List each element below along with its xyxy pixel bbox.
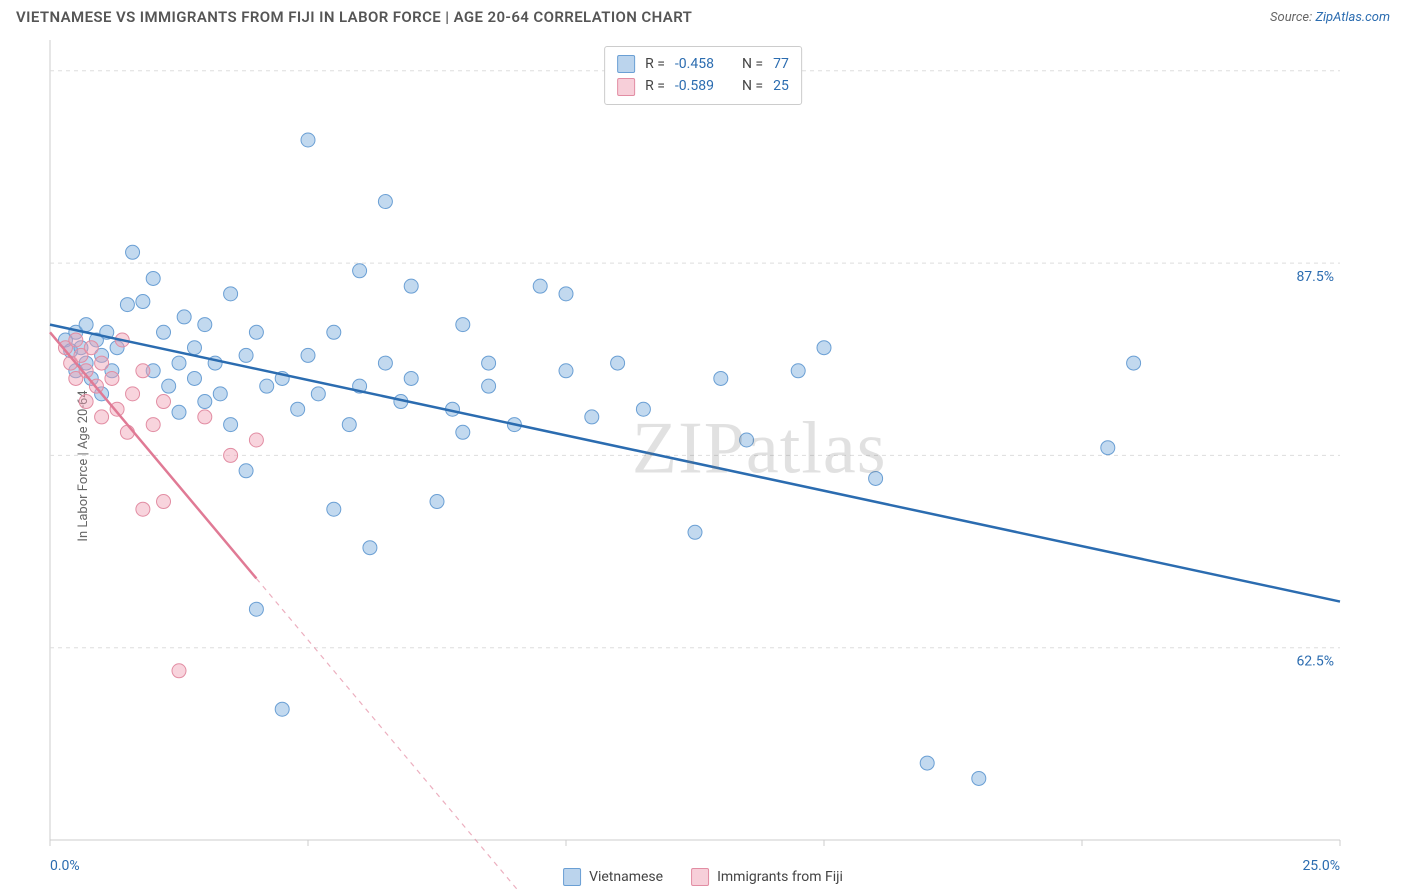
source-link[interactable]: ZipAtlas.com — [1315, 10, 1390, 25]
svg-text:25.0%: 25.0% — [1302, 858, 1340, 874]
svg-text:62.5%: 62.5% — [1296, 654, 1334, 670]
legend-label: Immigrants from Fiji — [717, 869, 843, 885]
legend-correlation-box: R = -0.458 N = 77 R = -0.589 N = 25 — [604, 46, 802, 105]
svg-text:0.0%: 0.0% — [50, 858, 80, 874]
chart-area: In Labor Force | Age 20-64 ZIPatlas 62.5… — [0, 40, 1406, 892]
legend-label: Vietnamese — [589, 869, 663, 885]
legend-r-value: -0.458 — [675, 53, 714, 75]
legend-n-label: N = — [742, 75, 763, 97]
legend-swatch-icon — [691, 868, 709, 886]
legend-r-label: R = — [645, 53, 665, 75]
scatter-chart-svg: 62.5% 87.5% 0.0% 25.0% — [0, 40, 1406, 892]
svg-text:87.5%: 87.5% — [1296, 269, 1334, 285]
legend-item: Immigrants from Fiji — [691, 868, 843, 886]
legend-swatch-icon — [563, 868, 581, 886]
legend-row: R = -0.458 N = 77 — [617, 53, 789, 75]
source-attribution: Source: ZipAtlas.com — [1270, 10, 1390, 25]
chart-title: VIETNAMESE VS IMMIGRANTS FROM FIJI IN LA… — [16, 8, 692, 26]
legend-series: Vietnamese Immigrants from Fiji — [563, 868, 843, 886]
chart-header: VIETNAMESE VS IMMIGRANTS FROM FIJI IN LA… — [0, 0, 1406, 30]
legend-swatch-icon — [617, 78, 635, 96]
source-prefix: Source: — [1270, 10, 1315, 25]
legend-r-label: R = — [645, 75, 665, 97]
legend-n-label: N = — [742, 53, 763, 75]
legend-row: R = -0.589 N = 25 — [617, 75, 789, 97]
legend-n-value: 25 — [773, 75, 789, 97]
legend-swatch-icon — [617, 55, 635, 73]
legend-r-value: -0.589 — [675, 75, 714, 97]
legend-n-value: 77 — [773, 53, 789, 75]
legend-item: Vietnamese — [563, 868, 663, 886]
